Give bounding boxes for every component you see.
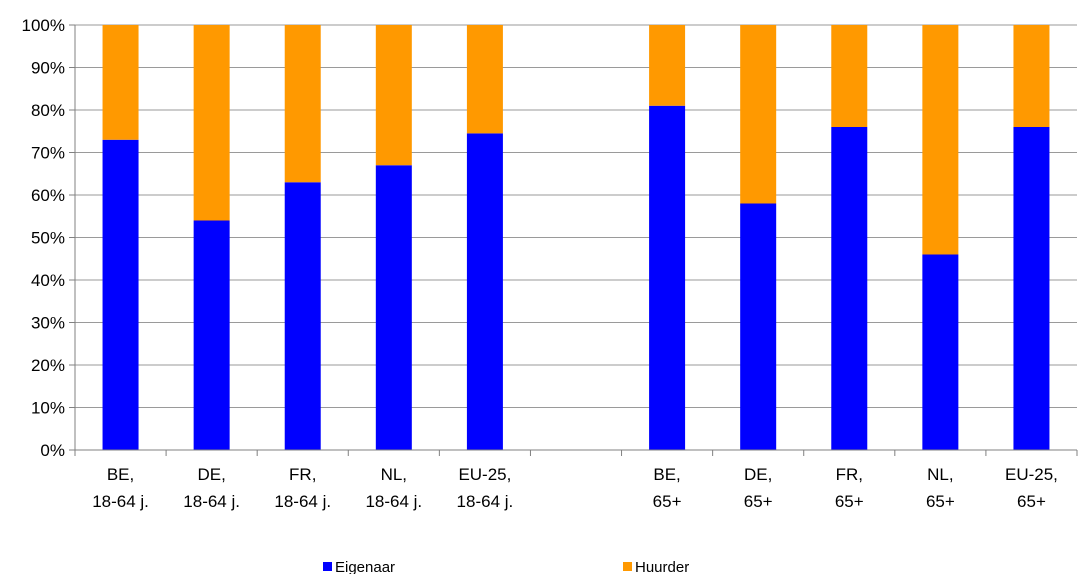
x-tick-label: NL, bbox=[381, 465, 407, 484]
legend-label-eigenaar: Eigenaar bbox=[335, 559, 395, 574]
bar-segment-huurder bbox=[375, 25, 412, 166]
bar-segment-huurder bbox=[102, 25, 139, 140]
x-tick-label: 18-64 j. bbox=[274, 492, 331, 511]
bar-segment-eigenaar bbox=[102, 139, 139, 450]
y-tick-label: 90% bbox=[31, 59, 65, 78]
bar-segment-eigenaar bbox=[649, 105, 686, 450]
y-tick-label: 0% bbox=[40, 441, 65, 460]
bar-segment-eigenaar bbox=[375, 165, 412, 450]
axes bbox=[74, 25, 1078, 456]
x-tick-label: 65+ bbox=[926, 492, 955, 511]
x-tick-label: EU-25, bbox=[1005, 465, 1058, 484]
gridlines bbox=[69, 24, 1077, 451]
x-tick-label: 65+ bbox=[1017, 492, 1046, 511]
x-tick-label: DE, bbox=[197, 465, 225, 484]
bar-segment-eigenaar bbox=[284, 182, 321, 450]
bar-segment-eigenaar bbox=[922, 254, 959, 450]
x-tick-label: NL, bbox=[927, 465, 953, 484]
y-axis-tick-labels: 0% 10% 20% 30% 40% 50% 60% 70% 80% 90% 100% bbox=[22, 16, 65, 460]
bar-segment-huurder bbox=[284, 25, 321, 183]
x-tick-label: FR, bbox=[836, 465, 863, 484]
x-tick-label: 18-64 j. bbox=[183, 492, 240, 511]
bar-segment-eigenaar bbox=[1013, 127, 1050, 450]
bar-segment-huurder bbox=[831, 25, 868, 127]
x-tick-label: DE, bbox=[744, 465, 772, 484]
x-tick-label: 65+ bbox=[653, 492, 682, 511]
x-tick-label: EU-25, bbox=[458, 465, 511, 484]
y-tick-label: 80% bbox=[31, 101, 65, 120]
y-tick-label: 60% bbox=[31, 186, 65, 205]
y-tick-label: 70% bbox=[31, 144, 65, 163]
bar-segment-eigenaar bbox=[740, 203, 777, 450]
legend-label-huurder: Huurder bbox=[635, 559, 689, 574]
x-tick-label: 18-64 j. bbox=[92, 492, 149, 511]
y-tick-label: 10% bbox=[31, 399, 65, 418]
bar-segment-huurder bbox=[649, 25, 686, 106]
legend: Eigenaar Huurder bbox=[323, 559, 689, 576]
bar-segment-eigenaar bbox=[193, 220, 230, 450]
bars bbox=[102, 25, 1050, 450]
x-tick-label: 65+ bbox=[744, 492, 773, 511]
x-axis-tick-labels: BE, 18-64 j. DE, 18-64 j. FR, 18-64 j. NL, 18-6… bbox=[92, 465, 1058, 511]
y-tick-label: 100% bbox=[22, 16, 65, 35]
bar-segment-huurder bbox=[466, 25, 503, 134]
y-tick-label: 30% bbox=[31, 314, 65, 333]
x-tick-label: 18-64 j. bbox=[457, 492, 514, 511]
x-tick-label: FR, bbox=[289, 465, 316, 484]
bar-segment-huurder bbox=[1013, 25, 1050, 127]
y-tick-label: 40% bbox=[31, 271, 65, 290]
legend-swatch-huurder bbox=[623, 562, 632, 571]
x-tick-label: 65+ bbox=[835, 492, 864, 511]
legend-swatch-eigenaar bbox=[323, 562, 332, 571]
bar-segment-eigenaar bbox=[466, 133, 503, 450]
bar-segment-huurder bbox=[740, 25, 777, 204]
x-tick-label: 18-64 j. bbox=[365, 492, 422, 511]
bar-segment-huurder bbox=[193, 25, 230, 221]
x-tick-label: BE, bbox=[653, 465, 680, 484]
x-tick-label: BE, bbox=[107, 465, 134, 484]
bar-segment-eigenaar bbox=[831, 127, 868, 450]
bar-segment-huurder bbox=[922, 25, 959, 255]
y-tick-label: 20% bbox=[31, 356, 65, 375]
y-tick-label: 50% bbox=[31, 229, 65, 248]
